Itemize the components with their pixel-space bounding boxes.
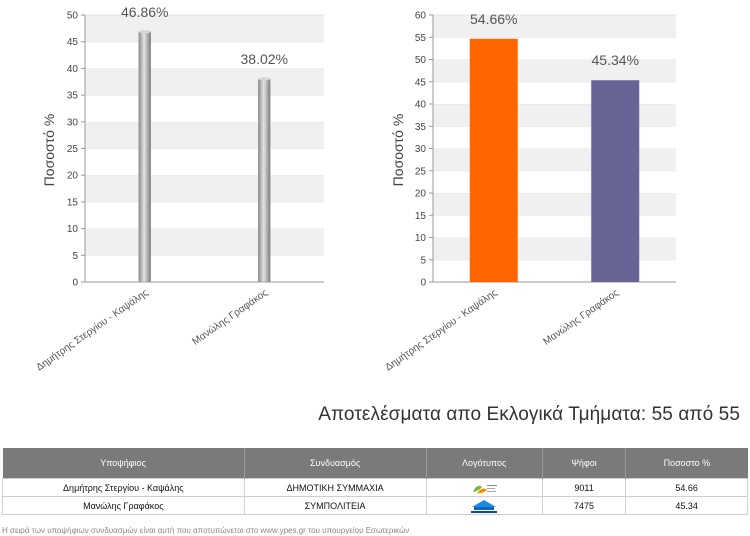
grid-band <box>85 121 324 149</box>
y-tick-label: 40 <box>67 64 79 75</box>
grid-band <box>433 81 676 104</box>
bar-cap <box>138 30 151 34</box>
x-tick-label: Δημήτρης Στεργίου - Καψάλης <box>34 287 151 374</box>
y-tick-label: 20 <box>67 171 79 182</box>
y-tick-label: 5 <box>420 255 426 266</box>
y-tick-label: 50 <box>415 55 427 66</box>
y-tick-label: 5 <box>72 251 78 262</box>
grid-band <box>85 41 324 69</box>
grid-band <box>85 95 324 122</box>
grid-band <box>433 170 676 193</box>
grid-band <box>85 228 324 256</box>
y-tick-label: 15 <box>415 211 427 222</box>
header-candidate: Υποψήφιος <box>2 448 245 479</box>
y-tick-label: 35 <box>67 91 79 102</box>
grid-band <box>433 237 676 260</box>
footnote: Η σειρά των υποψήφιων συνδυασμών είναι α… <box>2 526 410 535</box>
grid-band <box>85 201 324 229</box>
y-tick-label: 30 <box>415 144 427 155</box>
table-row: Δημήτρης Στεργίου - Καψάλης ΔΗΜΟΤΙΚΗ ΣΥΜ… <box>2 478 748 497</box>
results-table: Υποψήφιος Συνδυασμός Λογότυπος Ψήφοι Ποσ… <box>2 448 748 515</box>
y-tick-label: 25 <box>415 166 427 177</box>
data-label: 38.02% <box>241 51 288 67</box>
y-tick-label: 60 <box>415 11 427 22</box>
votes-value: 9011 <box>541 478 627 497</box>
table-row: Μανώλης Γραφάκος ΣΥΜΠΟΛΙΤΕΙΑ 7475 45.34 <box>2 496 748 515</box>
candidate-name: Μανώλης Γραφάκος <box>2 496 245 515</box>
grid-band <box>85 148 324 176</box>
grid-band <box>85 175 324 202</box>
bar <box>591 80 640 282</box>
party-name: ΔΗΜΟΤΙΚΗ ΣΥΜΜΑΧΙΑ <box>243 478 427 497</box>
candidate-name: Δημήτρης Στεργίου - Καψάλης <box>2 478 245 497</box>
header-logo: Λογότυπος <box>426 448 543 479</box>
grid-band <box>433 215 676 238</box>
grid-band <box>433 37 676 60</box>
party-name: ΣΥΜΠΟΛΙΤΕΙΑ <box>243 496 427 515</box>
grid-band <box>433 193 676 216</box>
grid-band <box>85 68 324 96</box>
bar-cap <box>258 77 271 81</box>
y-tick-label: 45 <box>415 77 427 88</box>
y-tick-label: 25 <box>67 144 79 155</box>
grid-band <box>433 148 676 171</box>
party-logo-cell <box>425 478 543 497</box>
bar <box>258 78 271 283</box>
grid-band <box>85 15 324 42</box>
sympoliteia-logo <box>471 499 498 513</box>
grid-band <box>433 15 676 38</box>
y-tick-label: 0 <box>72 278 78 289</box>
y-tick-label: 10 <box>415 233 427 244</box>
chart-round-2: 0 5 10 15 20 25 30 35 40 45 50 55 60 Ποσοστό % 54.66% Δ… <box>383 11 676 374</box>
y-tick-label: 50 <box>67 11 79 22</box>
chart-round-1: 0 5 10 15 20 25 30 35 40 45 50 Ποσοστό % 46.86% Δημήτ… <box>34 4 324 374</box>
y-axis-title: Ποσοστό % <box>390 114 406 187</box>
x-tick-label: Μανώλης Γραφάκος <box>541 287 621 348</box>
percent-value: 54.66 <box>625 478 748 497</box>
header-party: Συνδυασμός <box>244 448 427 479</box>
grid-band <box>433 59 676 82</box>
grid-band <box>433 126 676 149</box>
header-votes: Ψήφοι <box>542 448 627 479</box>
bar <box>469 38 518 282</box>
data-label: 45.34% <box>592 52 639 68</box>
y-tick-label: 30 <box>67 117 79 128</box>
party-logo-cell <box>425 496 543 515</box>
y-tick-label: 0 <box>420 278 426 289</box>
y-tick-label: 35 <box>415 122 427 133</box>
y-tick-label: 20 <box>415 189 427 200</box>
y-tick-label: 40 <box>415 100 427 111</box>
x-tick-label: Δημήτρης Στεργίου - Καψάλης <box>383 287 500 374</box>
grid-band <box>85 255 324 282</box>
dimotiki-symmaxia-logo <box>473 484 498 493</box>
y-tick-label: 55 <box>415 33 427 44</box>
percent-value: 45.34 <box>625 496 748 515</box>
grid-band <box>433 259 676 282</box>
x-tick-label: Μανώλης Γραφάκος <box>190 287 270 348</box>
data-label: 54.66% <box>470 11 517 27</box>
results-title: Αποτελέσματα απο Εκλογικά Τμήματα: 55 απ… <box>318 404 740 425</box>
grid-band <box>433 104 676 127</box>
header-percent: Ποσοστο % <box>625 448 748 479</box>
y-tick-label: 45 <box>67 37 79 48</box>
y-axis-title: Ποσοστό % <box>41 114 57 187</box>
y-tick-label: 15 <box>67 197 79 208</box>
table-header-row: Υποψήφιος Συνδυασμός Λογότυπος Ψήφοι Ποσ… <box>2 448 748 479</box>
y-tick-label: 10 <box>67 224 79 235</box>
data-label: 46.86% <box>121 4 168 20</box>
bar <box>138 31 151 283</box>
votes-value: 7475 <box>541 496 627 515</box>
